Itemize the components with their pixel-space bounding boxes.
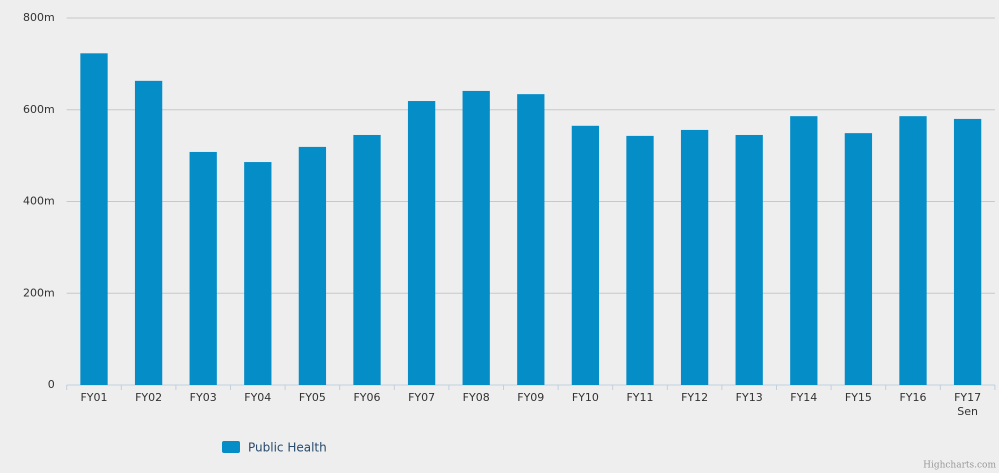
- bar: [571, 125, 600, 386]
- bar: [735, 134, 763, 385]
- y-tick-label: 800m: [23, 11, 55, 24]
- bar: [899, 116, 927, 386]
- legend-label: Public Health: [248, 441, 327, 455]
- y-tick-label: 0: [48, 378, 55, 391]
- x-tick-label: FY11: [626, 391, 653, 404]
- x-tick-label: FY13: [736, 391, 763, 404]
- x-tick-label: FY12: [681, 391, 708, 404]
- x-tick-label: FY14: [790, 391, 817, 404]
- bar: [353, 134, 381, 385]
- x-tick-label: FY16: [899, 391, 926, 404]
- x-tick-label: FY08: [463, 391, 490, 404]
- bar: [790, 116, 818, 386]
- credits: Highcharts.com: [923, 461, 996, 471]
- bar: [80, 53, 108, 385]
- bar: [134, 80, 163, 385]
- bar: [517, 94, 545, 385]
- x-tick-label: FY17 Sen: [954, 391, 981, 418]
- bar: [244, 162, 272, 385]
- y-tick-label: 600m: [23, 103, 55, 116]
- bar: [462, 90, 490, 385]
- x-tick-label: FY03: [190, 391, 217, 404]
- x-tick-label: FY02: [135, 391, 162, 404]
- x-tick-label: FY01: [80, 391, 107, 404]
- x-tick-label: FY04: [244, 391, 271, 404]
- x-tick-label: FY09: [517, 391, 544, 404]
- x-tick-label: FY07: [408, 391, 435, 404]
- bar: [189, 151, 217, 385]
- bar: [953, 118, 982, 386]
- y-tick-label: 200m: [23, 286, 55, 299]
- bar: [407, 101, 436, 385]
- x-tick-label: FY10: [572, 391, 599, 404]
- x-tick-label: FY06: [353, 391, 380, 404]
- x-tick-label: FY05: [299, 391, 326, 404]
- bar: [298, 146, 327, 385]
- y-tick-label: 400m: [23, 195, 55, 208]
- x-tick-label: FY15: [845, 391, 872, 404]
- bar: [680, 129, 709, 385]
- bar: [626, 135, 654, 385]
- bar: [844, 133, 873, 385]
- legend-swatch: [222, 441, 240, 453]
